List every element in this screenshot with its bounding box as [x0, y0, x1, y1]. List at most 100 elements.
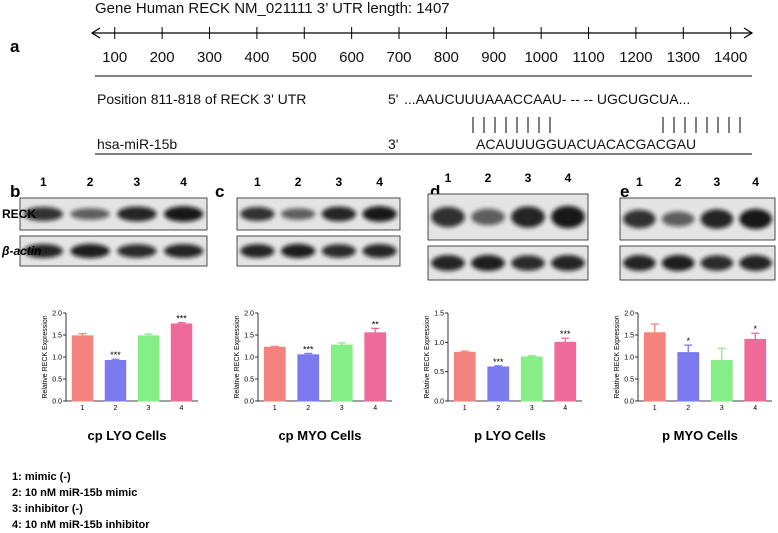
chart-title: p LYO Cells — [474, 428, 546, 443]
x-tick-label: 3 — [340, 405, 344, 412]
axis-tick-label: 300 — [197, 49, 222, 66]
blot-band — [163, 206, 204, 222]
y-axis-label: Relative RECK Expression — [234, 315, 241, 398]
position-label: Position 811-818 of RECK 3' UTR — [97, 91, 306, 107]
legend-item: 4: 10 nM miR-15b inhibitor — [12, 519, 150, 531]
bar — [554, 341, 577, 402]
y-tick-label: 1.0 — [52, 355, 62, 362]
legend-item: 3: inhibitor (-) — [12, 503, 83, 515]
bar — [487, 366, 510, 402]
y-tick-label: 2.0 — [624, 311, 634, 318]
blot-band — [431, 255, 465, 271]
y-tick-label: 1.0 — [244, 355, 254, 362]
blot-band — [623, 209, 656, 229]
y-tick-label: 1.0 — [434, 340, 444, 347]
chart-title: p MYO Cells — [662, 428, 738, 443]
y-axis-label: Relative RECK Expression — [424, 315, 431, 398]
lane-label: 2 — [485, 171, 492, 185]
chart-title: cp LYO Cells — [88, 428, 167, 443]
blot-band — [280, 243, 316, 259]
blot-band — [321, 206, 357, 222]
y-tick-label: 1.5 — [624, 333, 634, 340]
blot-band — [117, 206, 157, 222]
lane-label: 1 — [636, 175, 643, 189]
axis-tick-label: 800 — [434, 49, 459, 66]
blot-band — [661, 211, 695, 227]
y-tick-label: 0.5 — [244, 377, 254, 384]
lane-label: 2 — [295, 175, 302, 189]
axis-tick-label: 400 — [244, 49, 269, 66]
y-tick-label: 1.5 — [434, 311, 444, 318]
panel-letter: a — [10, 37, 20, 56]
axis-tick-label: 1200 — [619, 49, 652, 66]
y-tick-label: 1.0 — [624, 355, 634, 362]
axis-tick-label: 100 — [102, 49, 127, 66]
blot-band — [471, 254, 505, 272]
blot-band — [70, 243, 110, 259]
x-tick-label: 4 — [753, 405, 757, 412]
axis-tick-label: 1400 — [714, 49, 747, 66]
axis-tick-label: 500 — [292, 49, 317, 66]
bar — [263, 346, 286, 402]
y-tick-label: 0.0 — [244, 399, 254, 406]
blot-band — [551, 255, 585, 271]
panel-letter: d — [430, 182, 440, 201]
x-tick-label: 3 — [147, 405, 151, 412]
bar — [297, 354, 320, 402]
bar — [520, 356, 543, 402]
x-tick-label: 1 — [653, 405, 657, 412]
lane-label: 3 — [525, 171, 532, 185]
significance: *** — [493, 357, 504, 367]
blot-band — [321, 244, 357, 258]
lane-label: 1 — [254, 175, 261, 189]
x-tick-label: 4 — [373, 405, 377, 412]
x-tick-label: 3 — [530, 405, 534, 412]
lane-label: 4 — [376, 175, 383, 189]
blot-band — [661, 254, 695, 272]
gene-title: Gene Human RECK NM_021111 3’ UTR length:… — [95, 0, 450, 17]
blot-band — [551, 205, 585, 229]
mirna-end: 3' — [388, 136, 398, 152]
lane-label: 3 — [714, 175, 721, 189]
blot-band — [700, 209, 734, 229]
y-tick-label: 0.5 — [434, 369, 444, 376]
y-tick-label: 2.0 — [52, 311, 62, 318]
y-axis-label: Relative RECK Expression — [42, 315, 49, 398]
lane-label: 3 — [336, 175, 343, 189]
blot-band — [70, 208, 110, 220]
lane-label: 4 — [752, 175, 759, 189]
base-pairs — [472, 117, 741, 133]
blot-band — [511, 255, 545, 271]
blot-band — [280, 208, 316, 220]
significance: *** — [110, 350, 121, 360]
mirna-sequence: ACAUUUGGUACUACACGACGAU — [476, 136, 696, 152]
blot-band — [362, 244, 397, 258]
x-tick-label: 1 — [81, 405, 85, 412]
bar — [710, 360, 733, 402]
row-label: RECK — [2, 207, 36, 221]
bar — [71, 335, 94, 402]
bar — [677, 352, 700, 402]
bar — [137, 335, 160, 402]
bar — [643, 332, 666, 402]
x-tick-label: 4 — [180, 405, 184, 412]
y-tick-label: 0.5 — [52, 377, 62, 384]
significance: * — [753, 324, 757, 334]
significance: ** — [372, 319, 380, 329]
blot-band — [117, 244, 157, 258]
lane-label: 4 — [565, 171, 572, 185]
x-tick-label: 1 — [463, 405, 467, 412]
blot-band — [23, 206, 64, 222]
axis-tick-label: 600 — [339, 49, 364, 66]
x-tick-label: 1 — [273, 405, 277, 412]
x-tick-label: 2 — [306, 405, 310, 412]
axis-tick-label: 700 — [387, 49, 412, 66]
axis-tick-label: 1100 — [572, 49, 604, 66]
x-tick-label: 2 — [114, 405, 118, 412]
legend-item: 1: mimic (-) — [12, 471, 71, 483]
legend-item: 2: 10 nM miR-15b mimic — [12, 487, 137, 499]
panel-letter: e — [620, 182, 629, 201]
bar — [170, 323, 193, 402]
lane-label: 3 — [134, 175, 141, 189]
